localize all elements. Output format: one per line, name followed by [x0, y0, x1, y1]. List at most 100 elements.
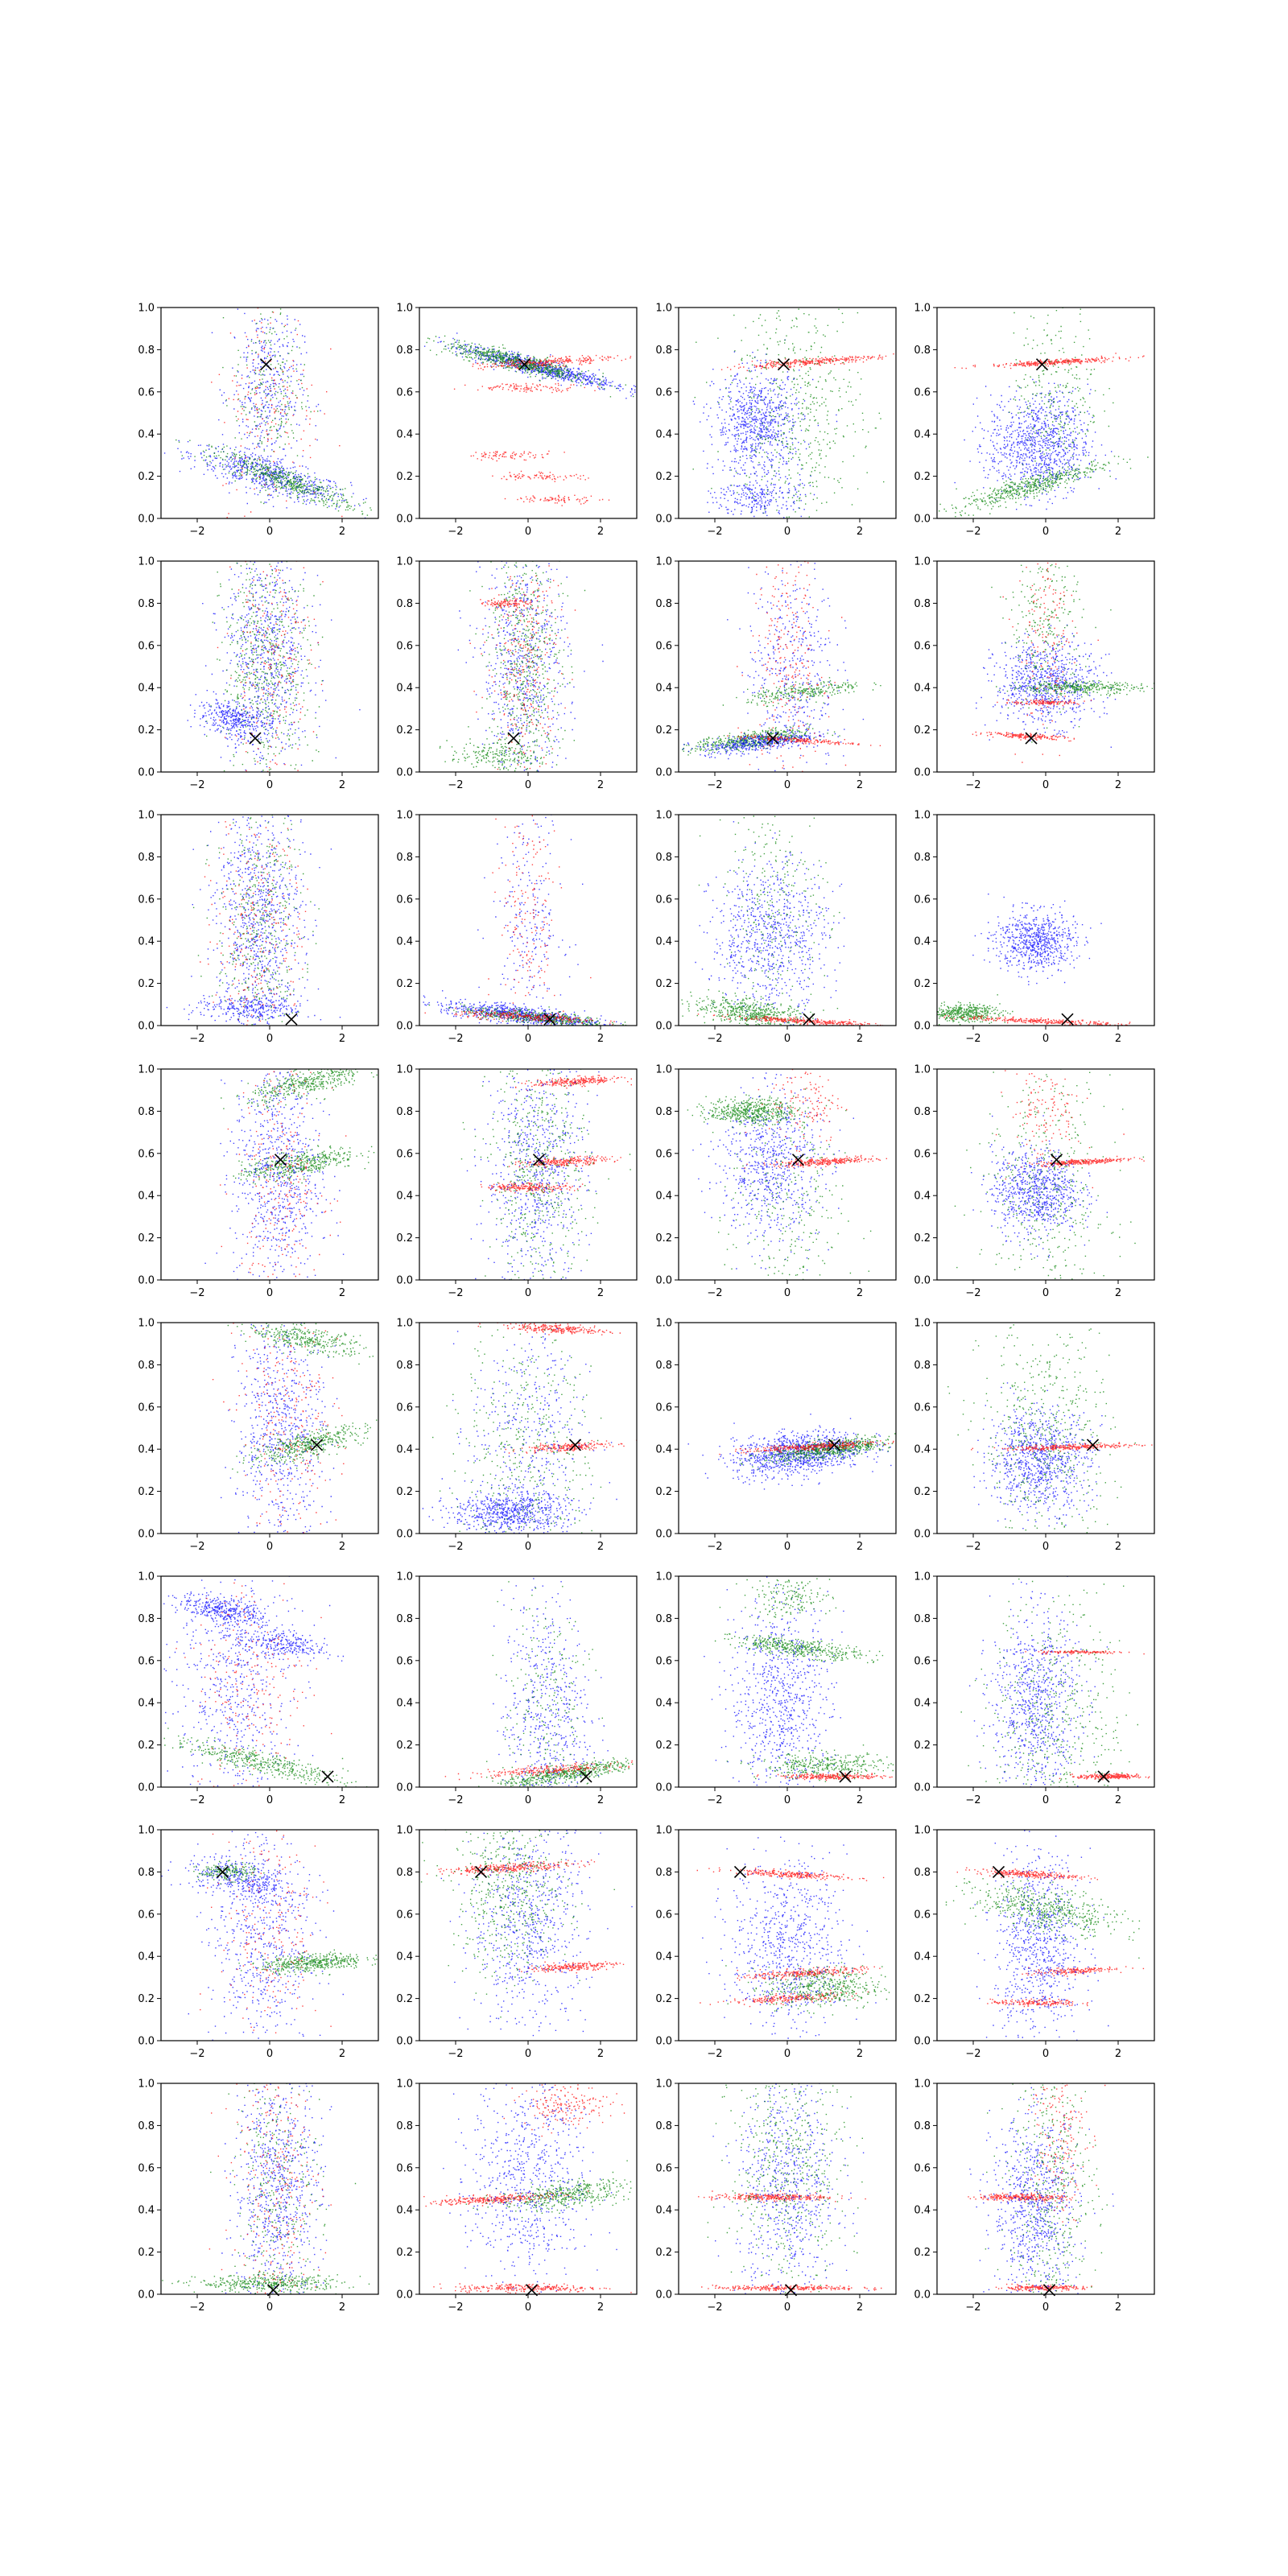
- y-tick-label: 0.6: [396, 2162, 413, 2174]
- y-tick-label: 0.8: [396, 852, 413, 864]
- x-tick-label: −2: [189, 1541, 204, 1553]
- y-tick-label: 0.6: [914, 2162, 931, 2174]
- x-marker: [518, 358, 531, 371]
- point-cloud-blue: [166, 993, 341, 1025]
- point-cloud-green: [439, 738, 553, 770]
- y-tick-label: 0.8: [138, 598, 155, 610]
- y-tick-label: 0.2: [655, 2247, 672, 2259]
- x-marker: [733, 1865, 747, 1878]
- y-tick-label: 0.0: [655, 2289, 672, 2301]
- y-tick-label: 1.0: [655, 1064, 672, 1076]
- y-tick-label: 0.6: [914, 640, 931, 652]
- y-tick-label: 0.8: [396, 1867, 413, 1879]
- scatter-points: [423, 815, 627, 1026]
- scatter-points: [423, 332, 637, 506]
- y-tick-label: 1.0: [914, 303, 931, 315]
- y-tick-label: 0.0: [396, 1529, 413, 1541]
- x-tick-label: 2: [1115, 1794, 1121, 1806]
- y-tick-label: 1.0: [914, 1571, 931, 1583]
- y-tick-label: 0.6: [396, 1402, 413, 1414]
- point-cloud-red: [756, 1773, 893, 1781]
- y-tick-label: 1.0: [655, 810, 672, 822]
- x-tick-label: −2: [448, 2301, 463, 2314]
- axes-frame: [160, 307, 379, 519]
- x-tick-label: 0: [784, 526, 791, 538]
- y-tick-label: 0.4: [396, 683, 413, 695]
- x-marker: [216, 1865, 229, 1878]
- x-tick-label: 2: [597, 526, 604, 538]
- point-cloud-red: [972, 731, 1075, 742]
- x-tick-label: 0: [525, 1541, 531, 1553]
- y-tick-label: 0.8: [655, 1106, 672, 1118]
- y-tick-label: 0.4: [138, 683, 155, 695]
- x-tick-label: 0: [266, 2048, 273, 2060]
- point-cloud-blue: [422, 1467, 592, 1534]
- y-tick-label: 0.2: [914, 1486, 931, 1498]
- x-marker: [274, 1154, 287, 1166]
- point-cloud-blue: [188, 1831, 344, 2041]
- x-tick-label: 2: [339, 526, 345, 538]
- x-marker: [259, 358, 273, 371]
- scatter-points: [204, 1069, 378, 1280]
- y-tick-label: 0.4: [655, 1191, 672, 1203]
- scatter-points: [687, 1414, 896, 1490]
- x-tick-label: −2: [707, 1033, 722, 1045]
- y-tick-label: 0.6: [655, 386, 672, 398]
- y-tick-label: 1.0: [138, 1825, 155, 1837]
- scatter-points: [682, 561, 881, 772]
- point-cloud-red: [470, 450, 565, 462]
- y-tick-label: 0.2: [138, 724, 155, 737]
- scatter-points: [420, 1830, 633, 2037]
- x-tick-label: 2: [857, 1033, 863, 1045]
- x-tick-label: −2: [707, 1541, 722, 1553]
- y-tick-label: 0.4: [655, 429, 672, 441]
- x-tick-label: −2: [965, 2048, 980, 2060]
- y-tick-label: 0.6: [396, 1148, 413, 1160]
- x-tick-label: 0: [266, 1541, 273, 1553]
- x-tick-label: 2: [1115, 779, 1121, 791]
- scatter-points: [954, 1069, 1145, 1280]
- y-tick-label: 0.6: [655, 894, 672, 906]
- x-tick-label: 2: [597, 1794, 604, 1806]
- x-marker: [1050, 1154, 1063, 1166]
- axes-frame: [936, 1068, 1155, 1281]
- y-tick-label: 0.6: [138, 2162, 155, 2174]
- point-cloud-red: [719, 1440, 894, 1455]
- point-cloud-blue: [973, 1382, 1103, 1530]
- x-marker: [249, 732, 262, 745]
- y-tick-label: 1.0: [914, 556, 931, 568]
- point-cloud-red: [200, 1830, 378, 2033]
- y-tick-label: 0.8: [914, 1360, 931, 1372]
- y-tick-label: 0.6: [396, 894, 413, 906]
- subplot-r8-c4: 0.0 0.2 0.4 0.6 0.8 1.0 −2 0 2: [914, 2079, 1155, 2314]
- subplot-r2-c3: 0.0 0.2 0.4 0.6 0.8 1.0 −2 0 2: [655, 556, 897, 791]
- x-tick-label: 0: [1042, 1794, 1049, 1806]
- point-cloud-blue: [221, 2083, 332, 2294]
- x-tick-label: 0: [784, 1033, 791, 1045]
- point-cloud-red: [208, 2083, 332, 2294]
- x-marker: [1035, 358, 1049, 371]
- point-cloud-green: [175, 439, 372, 516]
- point-cloud-red: [701, 2284, 882, 2293]
- point-cloud-blue: [163, 1576, 331, 1787]
- y-tick-label: 0.0: [138, 1529, 155, 1541]
- y-tick-label: 0.2: [655, 1740, 672, 1752]
- y-tick-label: 0.6: [655, 1148, 672, 1160]
- x-tick-label: 0: [784, 1287, 791, 1299]
- y-tick-label: 0.6: [138, 894, 155, 906]
- y-tick-label: 1.0: [655, 2079, 672, 2091]
- point-cloud-blue: [163, 1591, 290, 1631]
- point-cloud-red: [720, 353, 894, 371]
- point-cloud-green: [712, 1088, 872, 1280]
- y-tick-label: 0.0: [396, 514, 413, 526]
- point-cloud-green: [232, 1419, 378, 1473]
- x-tick-label: 2: [1115, 2301, 1121, 2314]
- y-tick-label: 0.4: [655, 683, 672, 695]
- subplot-r6-c1: 0.0 0.2 0.4 0.6 0.8 1.0 −2 0 2: [138, 1571, 379, 1806]
- x-marker: [1086, 1439, 1100, 1451]
- subplot-r2-c2: 0.0 0.2 0.4 0.6 0.8 1.0 −2 0 2: [396, 556, 638, 791]
- x-tick-label: 0: [266, 2301, 273, 2314]
- y-tick-label: 0.0: [655, 1782, 672, 1794]
- point-cloud-blue: [493, 1578, 609, 1787]
- axes-frame: [678, 1322, 897, 1534]
